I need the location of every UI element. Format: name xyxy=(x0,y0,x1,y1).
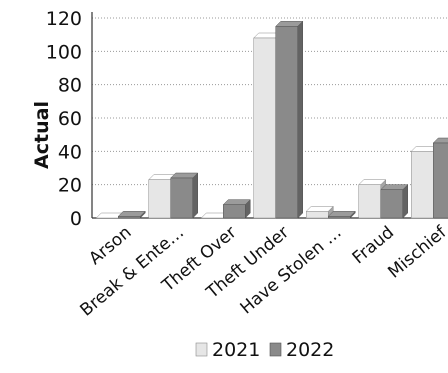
bar-2022 xyxy=(432,137,448,219)
y-tick-label: 20 xyxy=(58,175,82,197)
bar-2022 xyxy=(222,199,251,219)
y-tick-label: 60 xyxy=(58,108,82,130)
y-tick-label: 0 xyxy=(70,208,82,230)
legend-label: 2022 xyxy=(286,339,334,361)
bar-2022 xyxy=(380,184,409,219)
y-tick-label: 120 xyxy=(46,8,82,30)
y-tick-label: 40 xyxy=(58,141,82,163)
bar-2022 xyxy=(170,172,199,219)
x-tick-label: Mischief xyxy=(384,222,448,283)
y-axis-label: Actual xyxy=(31,101,53,169)
legend-swatch xyxy=(195,342,208,357)
y-tick-label: 100 xyxy=(46,41,82,63)
bar-2022 xyxy=(117,210,146,219)
bar-2022 xyxy=(275,20,304,219)
legend: 2021 2022 xyxy=(195,339,334,361)
legend-swatch xyxy=(269,342,282,357)
bars xyxy=(95,20,448,219)
legend-label: 2021 xyxy=(212,339,260,361)
y-tick-label: 80 xyxy=(58,75,82,97)
bar-2022 xyxy=(327,210,356,219)
